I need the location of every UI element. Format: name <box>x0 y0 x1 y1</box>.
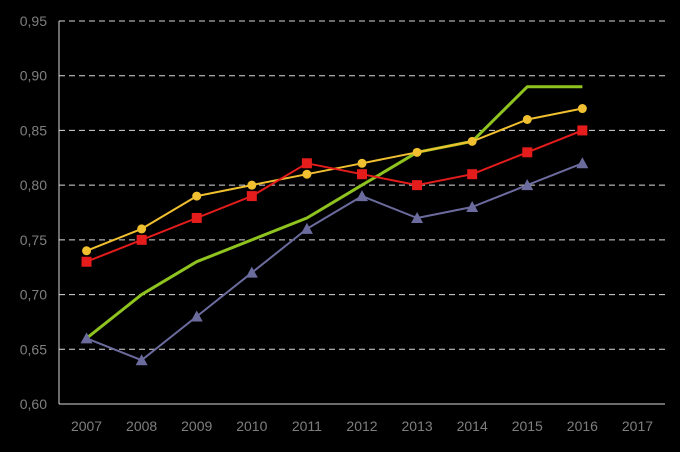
series-2-line <box>86 107 583 252</box>
x-tick-label: 2012 <box>346 418 377 434</box>
series-3-point <box>412 180 423 191</box>
x-tick-label: 2015 <box>512 418 543 434</box>
series-2-point <box>192 191 202 201</box>
series-3-point <box>191 212 202 223</box>
y-tick-labels: 0,60 0,65 0,70 0,75 0,80 0,85 0,90 0,95 <box>20 13 47 412</box>
series-4-point <box>245 266 258 278</box>
series-4-point <box>466 201 479 213</box>
y-tick-label: 0,95 <box>20 13 47 29</box>
series-4-line <box>86 162 583 362</box>
gridlines <box>59 20 665 350</box>
series-3-point <box>136 234 147 245</box>
series-3-point <box>301 158 312 169</box>
series-2-point <box>137 224 147 234</box>
series-3-point <box>81 256 92 267</box>
y-tick-label: 0,70 <box>20 287 47 303</box>
series-2-point <box>467 136 477 146</box>
y-tick-label: 0,65 <box>20 341 47 357</box>
series-4-point <box>190 310 203 322</box>
y-tick-label: 0,85 <box>20 122 47 138</box>
y-tick-label: 0,80 <box>20 177 47 193</box>
x-tick-label: 2016 <box>567 418 598 434</box>
series-3-line <box>86 129 583 263</box>
series-3-point <box>357 169 367 180</box>
series-markers <box>80 104 589 366</box>
x-tick-label: 2008 <box>126 418 157 434</box>
series-2-point <box>577 104 587 114</box>
series-4-point <box>521 179 534 191</box>
x-tick-label: 2014 <box>457 418 488 434</box>
series-lines <box>85 85 583 362</box>
series-4-point <box>356 190 368 202</box>
series-2-point <box>302 169 312 179</box>
x-tick-label: 2007 <box>71 418 102 434</box>
x-tick-label: 2011 <box>292 418 322 434</box>
x-tick-label: 2010 <box>236 418 267 434</box>
series-3-point <box>522 147 533 158</box>
series-4-point <box>576 157 589 169</box>
y-tick-label: 0,60 <box>20 396 47 412</box>
series-2-point <box>82 246 92 256</box>
series-3-point <box>577 125 588 136</box>
y-tick-label: 0,90 <box>20 68 47 84</box>
series-3-point <box>246 191 257 202</box>
series-2-point <box>412 147 422 157</box>
series-3-point <box>467 169 478 180</box>
series-4-point <box>135 354 148 366</box>
series-2-point <box>522 114 532 124</box>
x-tick-label: 2017 <box>622 418 653 434</box>
x-tick-label: 2009 <box>181 418 212 434</box>
series-2-point <box>357 158 367 168</box>
x-tick-labels: 2007 2008 2009 2010 2011 2012 2013 2014 2015 2016… <box>71 418 653 434</box>
x-tick-label: 2013 <box>402 418 433 434</box>
series-2-point <box>247 180 257 190</box>
series-4-point <box>411 211 424 223</box>
axes <box>58 21 665 405</box>
y-tick-label: 0,75 <box>20 232 47 248</box>
series-1-line <box>85 85 583 340</box>
series-4-point <box>80 332 93 344</box>
series-4-point <box>300 222 313 234</box>
